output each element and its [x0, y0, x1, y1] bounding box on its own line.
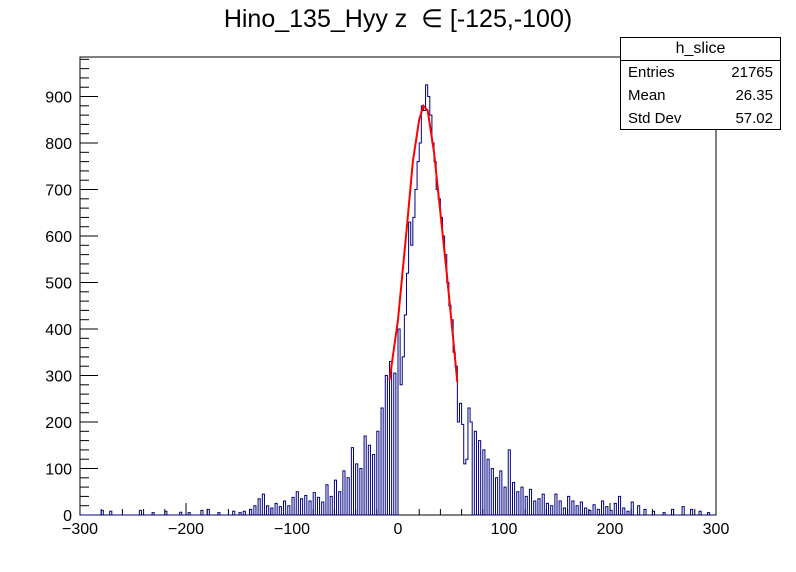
y-tick-label: 900 — [45, 90, 72, 107]
y-tick-label: 700 — [45, 183, 72, 200]
stats-key: Std Dev — [628, 110, 682, 127]
stats-key: Mean — [628, 87, 666, 104]
histogram-series — [80, 84, 716, 516]
stats-key: Entries — [628, 64, 675, 81]
x-tick-label: 200 — [597, 521, 624, 538]
y-tick-label: 600 — [45, 229, 72, 246]
y-tick-label: 500 — [45, 276, 72, 293]
stats-value: 57.02 — [735, 110, 773, 127]
y-tick-label: 0 — [63, 508, 72, 525]
y-tick-label: 800 — [45, 136, 72, 153]
stats-value: 21765 — [731, 64, 773, 81]
x-tick-label: 300 — [703, 521, 730, 538]
y-tick-label: 400 — [45, 322, 72, 339]
x-tick-label: −300 — [62, 521, 98, 538]
y-tick-label: 200 — [45, 415, 72, 432]
x-tick-label: −200 — [168, 521, 204, 538]
x-tick-label: −100 — [274, 521, 310, 538]
y-tick-label: 100 — [45, 462, 72, 479]
stats-row-mean: Mean 26.35 — [621, 84, 780, 107]
stats-row-stddev: Std Dev 57.02 — [621, 107, 780, 130]
fit-curve — [388, 103, 459, 383]
stats-row-entries: Entries 21765 — [621, 61, 780, 84]
x-tick-label: 0 — [394, 521, 403, 538]
chart-title: Hino_135_Hyy z ∈ [-125,-100) — [223, 5, 573, 33]
x-tick-label: 100 — [491, 521, 518, 538]
y-tick-label: 300 — [45, 369, 72, 386]
stats-box: h_slice Entries 21765 Mean 26.35 Std Dev… — [620, 37, 781, 130]
stats-value: 26.35 — [735, 87, 773, 104]
stats-box-title: h_slice — [621, 38, 780, 61]
